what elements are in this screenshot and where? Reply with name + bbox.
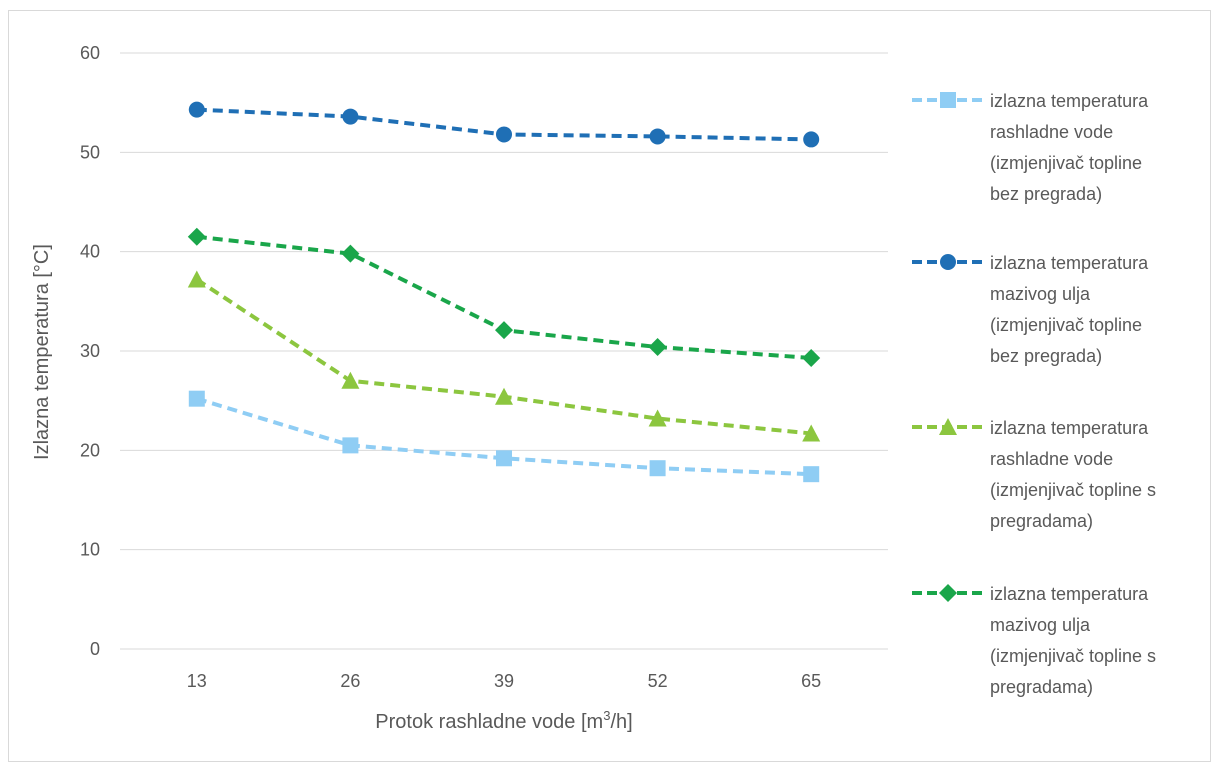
data-point — [495, 387, 513, 405]
legend-marker — [939, 418, 957, 435]
x-tick-label: 52 — [648, 671, 668, 691]
y-tick-label: 60 — [80, 43, 100, 63]
legend-label: izlazna temperatura — [990, 253, 1149, 273]
legend-label: pregradama) — [990, 511, 1093, 531]
series-3 — [187, 270, 821, 442]
data-point — [341, 371, 360, 389]
legend-label: (izmjenjivač topline s — [990, 646, 1156, 666]
series-4 — [187, 227, 821, 367]
legend-label: pregradama) — [990, 677, 1093, 697]
legend-marker — [940, 254, 956, 270]
legend-label: rashladne vode — [990, 449, 1113, 469]
data-point — [803, 466, 820, 483]
data-point — [649, 128, 666, 145]
x-axis-title-tail: /h] — [610, 711, 632, 733]
x-tick-label: 26 — [340, 671, 360, 691]
data-point — [342, 437, 359, 454]
legend-item: izlazna temperatura mazivog ulja (izmjenji… — [912, 253, 1149, 366]
series-1 — [188, 390, 820, 483]
legend: izlazna temperatura rashladne vode (izmjen… — [912, 91, 1156, 697]
legend-label: bez pregrada) — [990, 346, 1102, 366]
legend-label: (izmjenjivač topline — [990, 315, 1142, 335]
legend-marker — [940, 92, 956, 108]
chart-frame — [8, 10, 1211, 762]
data-point — [496, 126, 512, 143]
x-tick-label: 13 — [187, 671, 207, 691]
data-point — [802, 348, 821, 367]
x-axis-title: Protok rashladne vode [m3/h] — [375, 708, 632, 733]
legend-label: izlazna temperatura — [990, 584, 1149, 604]
legend-item: izlazna temperatura rashladne vode (izmjen… — [912, 91, 1149, 204]
series-layer — [187, 101, 821, 483]
data-point — [649, 460, 666, 477]
data-point — [648, 338, 667, 357]
y-axis-title: Izlazna temperatura [°C] — [31, 244, 53, 460]
data-point — [342, 108, 359, 125]
data-point — [495, 321, 513, 340]
data-point — [187, 227, 206, 246]
x-tick-label: 39 — [494, 671, 514, 691]
data-point — [188, 390, 205, 407]
data-point — [496, 450, 512, 467]
x-axis-ticks: 13 26 39 52 65 — [187, 671, 821, 691]
series-line — [196, 234, 812, 360]
legend-label: bez pregrada) — [990, 184, 1102, 204]
legend-label: rashladne vode — [990, 122, 1113, 142]
y-tick-label: 40 — [80, 242, 100, 262]
x-axis-title-base: Protok rashladne vode [m — [375, 711, 603, 733]
series-line — [195, 277, 812, 436]
legend-label: mazivog ulja — [990, 615, 1091, 635]
y-tick-label: 30 — [80, 341, 100, 361]
legend-label: izlazna temperatura — [990, 418, 1149, 438]
y-tick-label: 50 — [80, 142, 100, 162]
x-tick-label: 65 — [801, 671, 821, 691]
legend-label: mazivog ulja — [990, 284, 1091, 304]
legend-item: izlazna temperatura mazivog ulja (izmjenji… — [912, 584, 1156, 697]
legend-label: izlazna temperatura — [990, 91, 1149, 111]
legend-label: (izmjenjivač topline s — [990, 480, 1156, 500]
legend-marker — [939, 584, 957, 602]
x-axis-title-sup: 3 — [603, 708, 610, 723]
y-tick-label: 20 — [80, 440, 100, 460]
data-point — [341, 244, 360, 263]
data-point — [803, 131, 820, 148]
series-line — [196, 396, 812, 477]
data-point — [188, 101, 205, 118]
y-tick-label: 10 — [80, 540, 100, 560]
gridlines — [120, 52, 888, 650]
legend-label: (izmjenjivač topline — [990, 153, 1142, 173]
data-point — [187, 270, 206, 288]
data-point — [802, 424, 821, 442]
series-2 — [188, 101, 820, 148]
data-point — [648, 409, 667, 427]
y-tick-label: 0 — [90, 639, 100, 659]
legend-item: izlazna temperatura rashladne vode (izmjen… — [912, 418, 1156, 531]
y-axis-ticks: 0 10 20 30 40 50 60 — [80, 43, 100, 659]
